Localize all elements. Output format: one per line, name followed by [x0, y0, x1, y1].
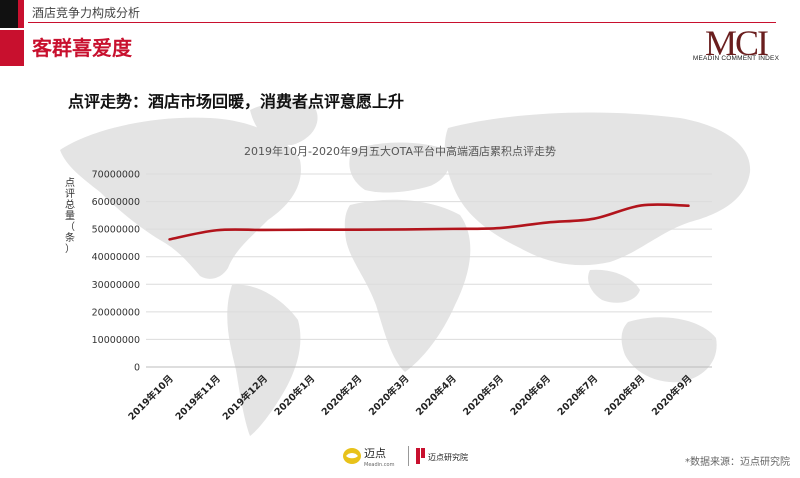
y-tick-label: 20000000 — [92, 307, 140, 318]
y-tick-label: 70000000 — [92, 170, 140, 181]
x-tick-label: 2020年7月 — [555, 373, 600, 418]
meadin-research-logo: 迈点研究院 — [416, 448, 468, 464]
x-tick-label: 2020年2月 — [319, 373, 364, 418]
mci-logo: MCI — [705, 24, 770, 58]
page-title: 客群喜爱度 — [32, 36, 132, 60]
continent-south-america — [227, 284, 301, 436]
y-axis-ticks: 0 10000000 20000000 30000000 40000000 5000000… — [92, 170, 140, 374]
subheading: 点评走势：酒店市场回暖，消费者点评意愿上升 — [68, 92, 405, 111]
x-tick-label: 2020年3月 — [366, 373, 411, 418]
y-axis-label-char: 量 — [65, 210, 75, 222]
meadin-logo-domain: Meadin.com — [364, 462, 395, 468]
header-accent-red — [0, 30, 24, 66]
meadin-logo-text: 迈点 — [364, 447, 386, 460]
x-tick-label: 2019年10月 — [126, 373, 176, 423]
continent-north-america — [60, 117, 301, 279]
x-tick-label: 2020年5月 — [461, 373, 506, 418]
x-tick-label: 2020年4月 — [413, 373, 458, 418]
meadin-logo: 迈点 Meadin.com — [343, 447, 395, 468]
x-tick-label: 2020年6月 — [508, 373, 553, 418]
y-axis-label-char: ） — [65, 243, 75, 255]
series-line — [168, 203, 690, 241]
x-tick-label: 2019年12月 — [220, 373, 270, 423]
section-label: 酒店竞争力构成分析 — [32, 6, 141, 20]
continent-se-asia — [588, 269, 640, 303]
y-tick-label: 50000000 — [92, 225, 140, 236]
x-tick-label: 2020年8月 — [602, 373, 647, 418]
mci-logo-text: MCI — [705, 24, 768, 58]
mci-logo-subtitle: MEADIN COMMENT INDEX — [692, 55, 780, 62]
continent-australia — [621, 317, 717, 383]
y-tick-label: 40000000 — [92, 252, 140, 263]
continent-africa — [344, 199, 471, 372]
y-axis-label-char: 评 — [65, 188, 75, 200]
header-accent-black — [0, 0, 18, 28]
meadin-research-logo-text: 迈点研究院 — [428, 452, 468, 462]
data-source: *数据来源：迈点研究院 — [685, 457, 790, 468]
header-divider — [28, 22, 776, 23]
gridlines — [146, 173, 712, 368]
y-axis-label-char: 总 — [65, 198, 75, 211]
header-accent-red-top — [18, 0, 24, 28]
x-tick-label: 2020年9月 — [649, 373, 694, 418]
continent-greenland — [250, 101, 318, 146]
x-tick-label: 2020年1月 — [272, 373, 317, 418]
x-tick-label: 2019年11月 — [173, 373, 223, 423]
footer-separator — [408, 446, 409, 466]
y-axis-label-char: 条 — [65, 231, 75, 244]
y-tick-label: 60000000 — [92, 197, 140, 208]
y-axis-label-char: （ — [65, 221, 75, 233]
y-tick-label: 0 — [134, 363, 140, 374]
series-layer — [168, 203, 690, 241]
y-tick-label: 30000000 — [92, 280, 140, 291]
y-axis-label-char: 点 — [65, 177, 75, 189]
continent-europe — [349, 142, 451, 193]
y-tick-label: 10000000 — [92, 335, 140, 346]
chart-title: 2019年10月-2020年9月五大OTA平台中高端酒店累积点评走势 — [244, 144, 556, 158]
